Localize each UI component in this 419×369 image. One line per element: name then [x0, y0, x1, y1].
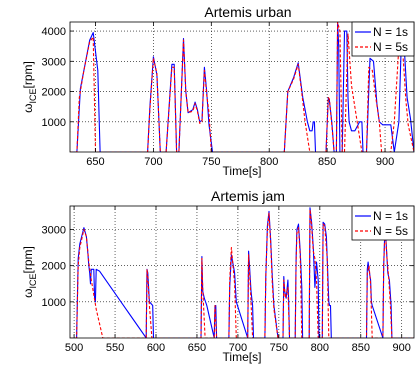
chart1-y-axis-label-sub: ICE [28, 88, 38, 103]
chart1-y-tick-label: 3000 [42, 56, 66, 68]
chart1-x-tick-label: 750 [202, 156, 220, 168]
chart1-series-1-line [70, 22, 414, 152]
chart2-x-tick-label: 600 [147, 342, 165, 354]
chart2-x-tick-label: 500 [65, 342, 83, 354]
chart2-x-tick-label: 750 [270, 342, 288, 354]
chart2-y-tick-label: 3000 [42, 225, 66, 237]
chart2-legend-label-2: N = 5s [373, 224, 408, 238]
chart2-y-tick-label: 2000 [42, 261, 66, 273]
chart2-x-tick-label: 700 [229, 342, 247, 354]
chart1-x-tick-label: 850 [318, 156, 336, 168]
chart1-legend: N = 1sN = 5s [351, 21, 415, 57]
chart2-x-tick-label: 550 [106, 342, 124, 354]
chart1-y-tick-label: 4000 [42, 26, 66, 38]
chart1-axes-frame [69, 21, 415, 153]
chart1-y-axis-label-unit: [rpm] [21, 61, 35, 88]
chart2-title: Artemis jam [211, 188, 285, 204]
chart1-x-tick-label: 800 [260, 156, 278, 168]
chart1-y-tick-label: 2000 [42, 87, 66, 99]
chart2-x-tick-label: 650 [188, 342, 206, 354]
chart2-panel: 500 550 600 650 700 750 800 850 900 1000 2000 3000 A… [21, 188, 415, 364]
chart2-y-axis-label-main: ω [21, 288, 35, 297]
chart1-y-axis-label-main: ω [21, 103, 35, 112]
chart2-y-tick-label: 1000 [42, 297, 66, 309]
chart2-legend-label-1: N = 1s [373, 209, 408, 223]
chart1-x-tick-label: 900 [376, 156, 394, 168]
chart2-y-axis-label: ωICE[rpm] [21, 246, 38, 298]
chart2-x-tick-label: 900 [393, 342, 411, 354]
chart2-legend-box [351, 205, 415, 241]
chart2-axes-frame [69, 205, 415, 339]
chart2-y-axis-label-sub: ICE [28, 273, 38, 288]
chart1-x-axis-label: Time[s] [223, 164, 262, 178]
chart2-y-axis-label-unit: [rpm] [21, 246, 35, 273]
chart2-x-tick-label: 850 [352, 342, 370, 354]
chart2-legend: N = 1sN = 5s [351, 205, 415, 241]
chart1-panel: 650 700 750 800 850 900 1000 2000 3000 4000 Artemi… [21, 4, 415, 178]
chart1-legend-label-1: N = 1s [373, 25, 408, 39]
chart1-x-tick-label: 650 [86, 156, 104, 168]
chart1-legend-label-2: N = 5s [373, 40, 408, 54]
chart1-legend-box [351, 21, 415, 57]
chart1-y-tick-label: 1000 [42, 117, 66, 129]
chart1-y-axis-label: ωICE[rpm] [21, 61, 38, 113]
chart2-x-tick-label: 800 [311, 342, 329, 354]
chart1-title: Artemis urban [204, 4, 291, 20]
chart1-x-tick-label: 700 [144, 156, 162, 168]
chart2-x-axis-label: Time[s] [223, 350, 262, 364]
